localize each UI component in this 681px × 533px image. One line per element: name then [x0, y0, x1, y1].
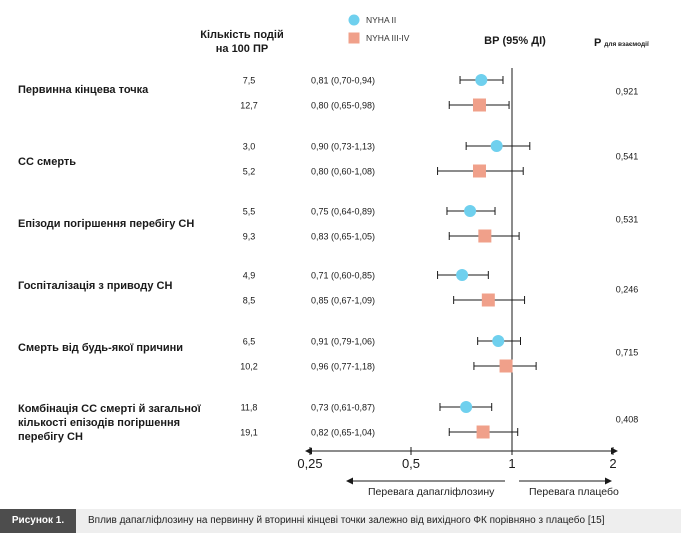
- hr-ci-text: 0,90 (0,73-1,13): [311, 142, 375, 152]
- hr-point-nyha34: [472, 98, 486, 112]
- favor-placebo-label: Перевага плацебо: [529, 486, 619, 498]
- endpoint-text: Первинна кінцева точка: [18, 84, 149, 96]
- events-value: 5,5: [243, 207, 256, 217]
- p-interaction-value: 0,408: [616, 415, 639, 425]
- hr-point-nyha2: [492, 335, 505, 347]
- hr-ci-text: 0,96 (0,77-1,18): [311, 362, 375, 372]
- hr-point-nyha2: [490, 140, 503, 152]
- endpoint-label-primary: Первинна кінцева точка: [18, 83, 218, 97]
- events-value: 19,1: [240, 428, 258, 438]
- hr-point-nyha34: [499, 359, 513, 373]
- hr-point-nyha2: [464, 205, 477, 217]
- legend-marker-nyha34: [348, 32, 360, 44]
- hr-ci-text: 0,80 (0,65-0,98): [311, 101, 375, 111]
- hr-ci-text: 0,75 (0,64-0,89): [311, 207, 375, 217]
- hr-ci-text: 0,71 (0,60-0,85): [311, 271, 375, 281]
- endpoint-text: Смерть від будь-якої причини: [18, 342, 184, 354]
- endpoint-label-hf-hospitalization: Госпіталізація з приводу СН: [18, 279, 218, 293]
- events-value: 3,0: [243, 142, 256, 152]
- hr-point-nyha34: [481, 293, 495, 307]
- hr-column-header: ВР (95% ДІ): [484, 35, 546, 47]
- hr-ci-text: 0,83 (0,65-1,05): [311, 232, 375, 242]
- events-header-line2: на 100 ПР: [215, 43, 269, 55]
- events-value: 9,3: [243, 232, 256, 242]
- favor-dapagliflozin-label: Перевага дапагліфлозину: [368, 486, 495, 498]
- caption-text: Вплив дапагліфлозину на первинну й втори…: [88, 515, 605, 526]
- events-value: 8,5: [243, 296, 256, 306]
- legend-marker-nyha2: [348, 14, 360, 26]
- legend-item-nyha2: NYHA II: [366, 15, 397, 25]
- endpoint-label-composite: Комбінація СС смерті й загальної кількос…: [18, 402, 218, 444]
- events-value: 6,5: [243, 337, 256, 347]
- figure-number: Рисунок 1.: [0, 509, 76, 533]
- favor-left-arrowhead: [346, 477, 353, 485]
- endpoint-text: Госпіталізація з приводу СН: [18, 280, 173, 292]
- hr-point-nyha34: [478, 229, 492, 243]
- forest-plot: 0,25 0,5 1 2 7,5 0,81 (0,70-0,94) 12,7 0,80 (0,…: [240, 14, 639, 485]
- hr-ci-text: 0,73 (0,61-0,87): [311, 403, 375, 413]
- x-tick-label: 0,25: [297, 456, 322, 471]
- hr-point-nyha34: [476, 425, 490, 439]
- p-interaction-value: 0,541: [616, 152, 639, 162]
- events-value: 12,7: [240, 101, 258, 111]
- endpoint-text: Комбінація СС смерті й загальної: [18, 403, 201, 415]
- hr-ci-text: 0,82 (0,65-1,04): [311, 428, 375, 438]
- events-value: 11,8: [241, 403, 258, 413]
- figure-caption: Рисунок 1. Вплив дапагліфлозину на перви…: [0, 509, 681, 533]
- p-interaction-value: 0,715: [616, 348, 639, 358]
- events-header-line1: Кількість подій: [200, 29, 284, 41]
- x-axis-left-arrow: [305, 447, 312, 455]
- events-column-header: Кількість подій на 100 ПР: [196, 28, 288, 56]
- events-value: 5,2: [243, 167, 256, 177]
- endpoint-label-cv-death: СС смерть: [18, 155, 218, 169]
- x-tick-label: 0,5: [402, 456, 420, 471]
- x-tick-label: 1: [508, 456, 515, 471]
- x-tick-label: 2: [609, 456, 616, 471]
- hr-point-nyha2: [456, 269, 469, 281]
- p-column-header: P для взаємодії: [594, 36, 674, 52]
- hr-ci-text: 0,91 (0,79-1,06): [311, 337, 375, 347]
- p-header-main: P: [594, 37, 602, 49]
- endpoint-text: кількості епізодів погіршення: [18, 417, 181, 429]
- p-header-sub: для взаємодії: [604, 41, 649, 48]
- p-interaction-value: 0,531: [616, 215, 639, 225]
- events-value: 4,9: [243, 271, 256, 281]
- hr-point-nyha2: [460, 401, 473, 413]
- endpoint-label-worsening-hf: Епізоди погіршення перебігу СН: [18, 217, 218, 231]
- favor-right-arrowhead: [605, 477, 612, 485]
- endpoint-text: СС смерть: [18, 156, 77, 168]
- hr-ci-text: 0,80 (0,60-1,08): [311, 167, 375, 177]
- legend-item-nyha34: NYHA III-IV: [366, 33, 410, 43]
- events-value: 7,5: [243, 76, 256, 86]
- endpoint-text: Епізоди погіршення перебігу СН: [18, 218, 195, 230]
- endpoint-text: перебігу СН: [18, 431, 83, 443]
- endpoint-label-all-cause-death: Смерть від будь-якої причини: [18, 341, 218, 355]
- p-interaction-value: 0,921: [616, 87, 639, 97]
- hr-ci-text: 0,85 (0,67-1,09): [311, 296, 375, 306]
- events-value: 10,2: [240, 362, 258, 372]
- hr-ci-text: 0,81 (0,70-0,94): [311, 76, 375, 86]
- hr-point-nyha2: [475, 74, 488, 86]
- x-axis-right-arrow: [611, 447, 618, 455]
- hr-point-nyha34: [472, 164, 486, 178]
- p-interaction-value: 0,246: [616, 285, 639, 295]
